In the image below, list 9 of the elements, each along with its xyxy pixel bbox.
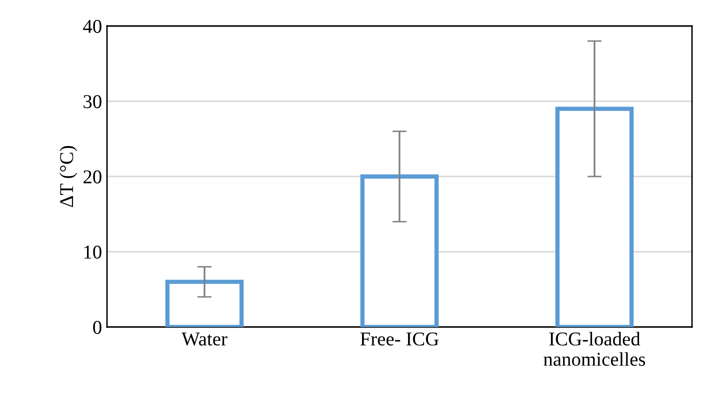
y-tick-label: 40 [83, 20, 102, 33]
y-tick-label: 20 [84, 170, 102, 184]
y-axis-title: ΔT (°C) [60, 146, 78, 208]
x-tick-label: ICG-loaded nanomicelles [544, 332, 646, 366]
x-tick-label: Water [182, 332, 228, 346]
y-tick-label: 30 [84, 95, 102, 108]
x-tick-label: Free- ICG [360, 332, 439, 346]
y-tick-label: 10 [84, 246, 102, 259]
y-tick-label: 0 [93, 320, 102, 334]
